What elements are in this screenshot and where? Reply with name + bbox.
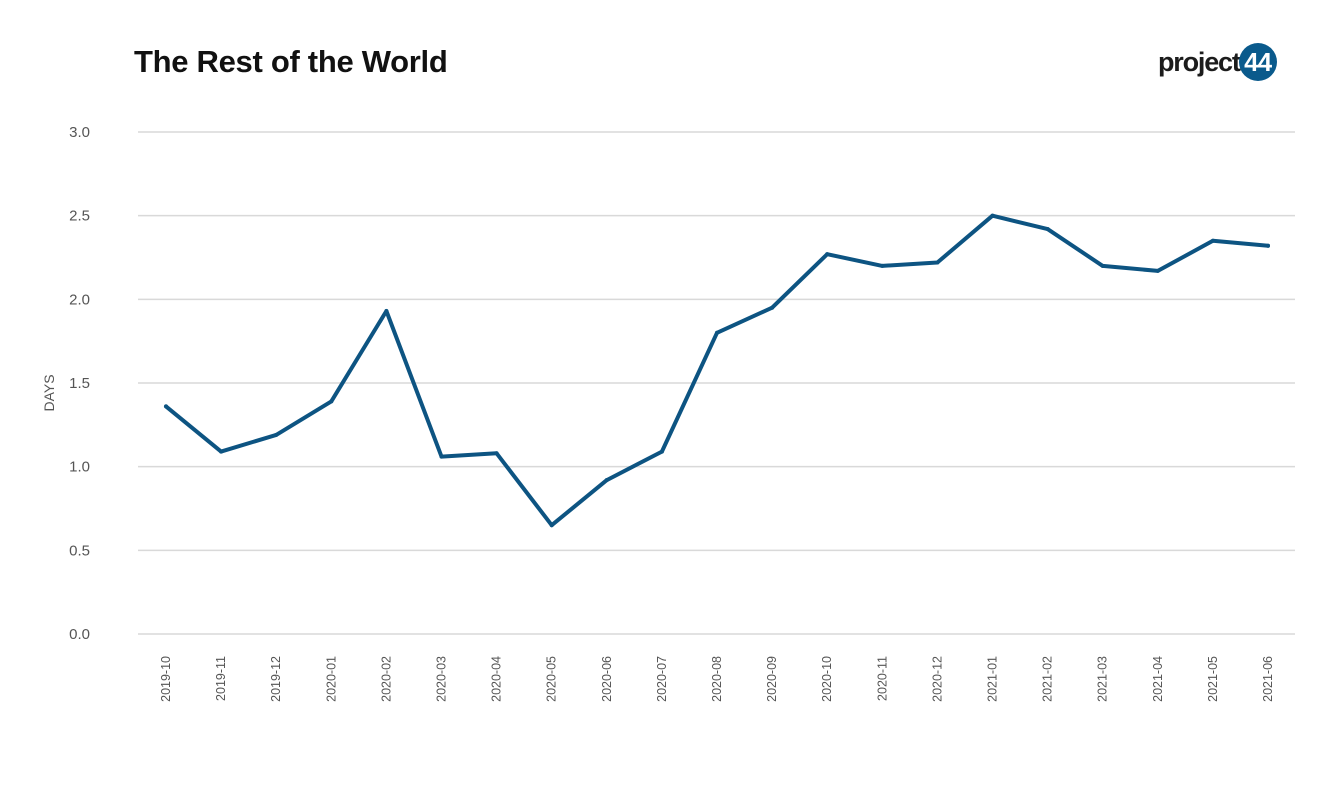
x-tick-label: 2021-02 [1041, 656, 1055, 702]
data-point [659, 449, 664, 454]
data-point [1100, 263, 1105, 268]
data-point [1266, 243, 1270, 248]
x-tick-label: 2020-12 [930, 656, 944, 702]
data-point [770, 305, 775, 310]
data-point [880, 263, 885, 268]
y-tick-label: 0.5 [69, 542, 90, 559]
data-point [274, 432, 279, 437]
data-point [164, 404, 168, 409]
x-tick-label: 2019-11 [214, 656, 228, 701]
y-axis-ticks: 0.0 0.5 1.0 1.5 2.0 2.5 3.0 [69, 124, 90, 643]
chart-title: The Rest of the World [134, 44, 448, 79]
x-tick-label: 2021-05 [1206, 656, 1220, 702]
x-tick-label: 2020-08 [710, 656, 724, 702]
data-point [219, 449, 224, 454]
data-point [329, 399, 334, 404]
data-point [549, 523, 554, 528]
y-tick-label: 1.5 [69, 375, 90, 392]
y-axis-label: DAYS [41, 374, 57, 411]
y-tick-label: 2.5 [69, 208, 90, 225]
x-tick-label: 2020-04 [490, 656, 504, 702]
data-point [439, 454, 444, 459]
data-point [715, 330, 719, 335]
data-point [604, 478, 609, 483]
x-axis-ticks: 2019-10 2019-11 2019-12 2020-01 2020-02 2020-… [159, 656, 1275, 702]
y-tick-label: 2.0 [69, 291, 90, 308]
data-point [494, 451, 499, 456]
data-point [384, 309, 389, 314]
data-point [1210, 238, 1215, 243]
data-point [1045, 227, 1050, 232]
x-tick-label: 2021-03 [1096, 656, 1110, 702]
x-tick-label: 2020-03 [435, 656, 449, 702]
x-tick-label: 2021-01 [986, 656, 1000, 702]
logo-badge: 44 [1238, 43, 1277, 81]
data-point [935, 260, 940, 265]
gridlines [138, 131, 1295, 635]
x-tick-label: 2020-05 [545, 656, 559, 702]
x-tick-label: 2020-09 [765, 656, 779, 702]
series-line [164, 213, 1270, 528]
x-tick-label: 2019-10 [159, 656, 173, 702]
x-tick-label: 2021-04 [1151, 656, 1165, 702]
y-tick-label: 0.0 [69, 626, 90, 643]
y-tick-label: 3.0 [69, 124, 90, 141]
data-point [1155, 268, 1160, 273]
logo-text: project [1158, 47, 1241, 77]
x-tick-label: 2020-02 [379, 656, 393, 702]
data-point [825, 252, 830, 257]
data-point [990, 213, 995, 218]
x-tick-label: 2020-10 [820, 656, 834, 702]
series-group [164, 213, 1270, 528]
x-tick-label: 2020-11 [875, 656, 889, 701]
x-tick-label: 2019-12 [269, 656, 283, 702]
project44-logo: project 44 [1158, 42, 1277, 82]
x-tick-label: 2020-07 [655, 656, 669, 702]
x-tick-label: 2020-01 [324, 656, 338, 702]
x-tick-label: 2021-06 [1261, 656, 1275, 702]
y-tick-label: 1.0 [69, 459, 90, 476]
x-tick-label: 2020-06 [600, 656, 614, 702]
